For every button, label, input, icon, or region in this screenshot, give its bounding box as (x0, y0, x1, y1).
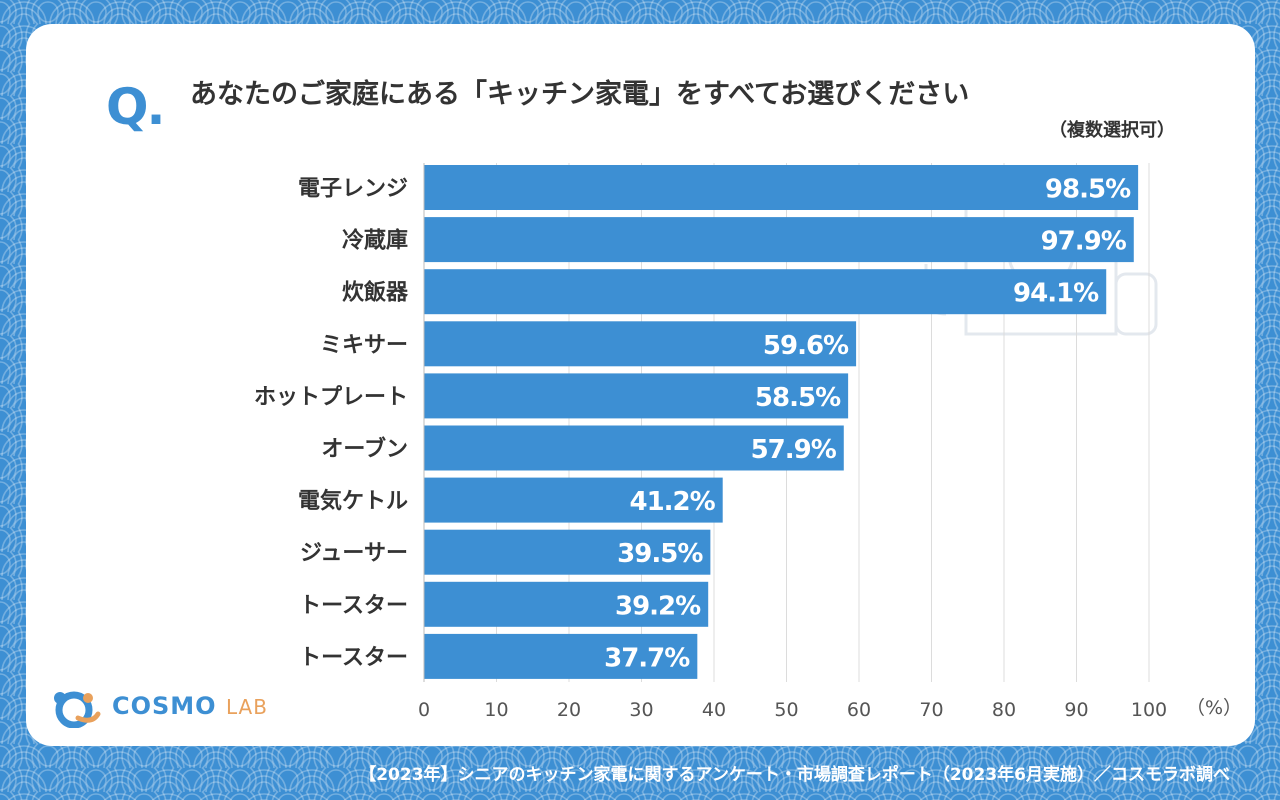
cosmo-lab-logo: COSMO LAB (48, 684, 268, 728)
category-label: 炊飯器 (342, 280, 409, 306)
data-label: 39.2% (615, 591, 701, 621)
bar (424, 477, 723, 523)
data-label: 37.7% (604, 643, 690, 673)
category-label: ミキサー (320, 333, 408, 358)
category-label: 冷蔵庫 (342, 228, 408, 254)
data-label: 58.5% (755, 383, 841, 413)
bar (424, 165, 1139, 210)
chart-card: Q. あなたのご家庭にある「キッチン家電」をすべてお選びください （複数選択可）… (26, 24, 1255, 746)
bar (424, 217, 1134, 263)
logo-icon (54, 691, 101, 728)
bar (424, 269, 1107, 315)
data-label: 94.1% (1013, 279, 1099, 309)
x-tick-label: 70 (919, 699, 943, 721)
category-label: トースター (299, 645, 408, 670)
data-label: 39.5% (617, 539, 703, 569)
x-tick-label: 40 (702, 699, 726, 721)
x-unit-label: （%） (1186, 697, 1242, 719)
bar (424, 321, 857, 367)
question-note: （複数選択可） (1049, 120, 1175, 141)
bar (424, 529, 711, 575)
data-label: 57.9% (751, 435, 837, 465)
bar (424, 633, 698, 679)
category-label: ジューサー (300, 541, 408, 566)
data-label: 41.2% (629, 487, 715, 517)
category-label: ホットプレート (254, 385, 408, 410)
category-label: トースター (299, 593, 408, 618)
x-tick-label: 100 (1131, 699, 1167, 721)
x-tick-label: 0 (418, 699, 430, 721)
data-label: 59.6% (763, 331, 849, 361)
bar-chart: 0 10 20 30 40 50 60 70 80 90 100 （%） 電子レンジ 98.5% 冷蔵庫 97… (254, 163, 1242, 721)
category-label: 電気ケトル (298, 488, 408, 514)
logo-name-main: COSMO (112, 692, 217, 720)
category-label: 電子レンジ (298, 177, 408, 202)
source-footer: 【2023年】シニアのキッチン家電に関するアンケート・市場調査レポート（2023… (359, 765, 1230, 785)
question-mark: Q. (106, 78, 165, 136)
x-tick-label: 90 (1064, 699, 1088, 721)
x-tick-label: 30 (629, 699, 653, 721)
x-tick-label: 80 (992, 699, 1016, 721)
logo-name-sub: LAB (225, 695, 268, 719)
question-title: あなたのご家庭にある「キッチン家電」をすべてお選びください (190, 79, 970, 110)
x-tick-label: 10 (484, 699, 508, 721)
bar (424, 581, 709, 627)
category-label: オーブン (321, 436, 408, 462)
data-label: 97.9% (1041, 227, 1127, 257)
bar (424, 425, 844, 471)
x-tick-label: 20 (557, 699, 581, 721)
x-tick-label: 50 (774, 699, 798, 721)
data-label: 98.5% (1045, 175, 1131, 205)
x-tick-label: 60 (847, 699, 871, 721)
bar (424, 373, 849, 419)
